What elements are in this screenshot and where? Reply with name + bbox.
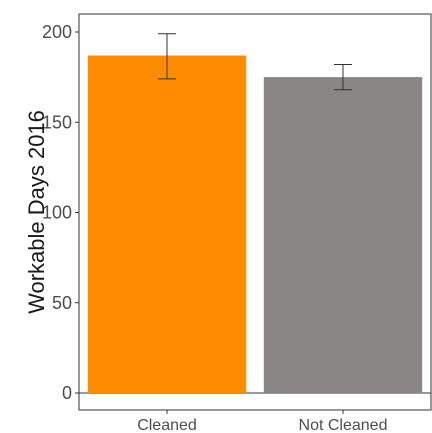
y-tick-label-200: 200	[42, 22, 72, 42]
y-axis: 0 50 100 150 200	[42, 22, 79, 403]
y-tick-label-150: 150	[42, 112, 72, 132]
error-bars-group	[158, 33, 352, 91]
y-axis-title: Workable Days 2016	[24, 110, 49, 314]
bars-group	[87, 55, 423, 393]
bar-not-cleaned	[263, 77, 423, 393]
y-tick-label-50: 50	[52, 293, 72, 313]
y-tick-label-100: 100	[42, 203, 72, 223]
x-tick-label-not-cleaned: Not Cleaned	[299, 417, 388, 433]
x-tick-label-cleaned: Cleaned	[137, 417, 197, 433]
bar-cleaned	[87, 55, 247, 393]
x-axis: Cleaned Not Cleaned	[137, 410, 387, 433]
y-tick-label-0: 0	[62, 383, 72, 403]
